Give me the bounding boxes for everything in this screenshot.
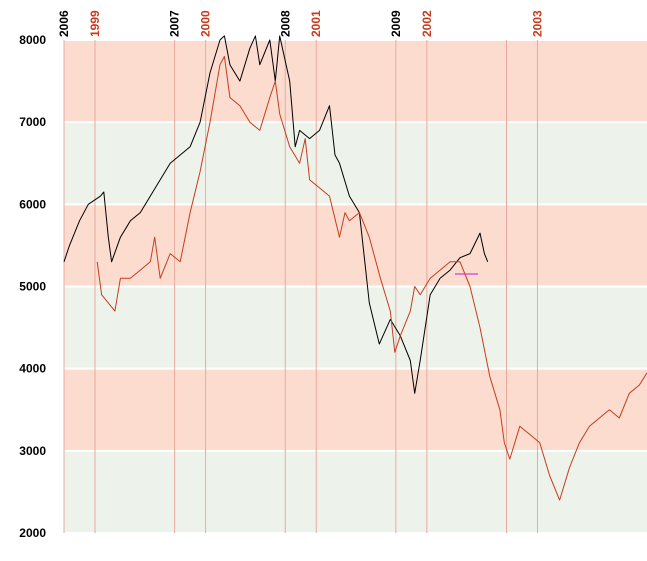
- y-tick-label: 7000: [19, 115, 46, 129]
- y-tick-label: 5000: [19, 280, 46, 294]
- band: [64, 204, 647, 287]
- band: [64, 368, 647, 451]
- x-tick-label: 2007: [168, 10, 182, 37]
- labels: 2000 3000 4000 5000 6000 7000 8000 2006 2007 2008…: [19, 10, 544, 540]
- band: [64, 450, 647, 533]
- band: [64, 286, 647, 369]
- band: [64, 40, 647, 123]
- x-tick-label: 2009: [389, 10, 403, 37]
- x-tick-label: 2006: [57, 10, 71, 37]
- y-tick-label: 4000: [19, 362, 46, 376]
- x-tick-label: 2008: [278, 10, 292, 37]
- band: [64, 122, 647, 205]
- series-line: [96, 55, 647, 501]
- y-tick-label: 8000: [19, 33, 46, 47]
- bands: [64, 40, 647, 533]
- x-tick-label: 1999: [88, 10, 102, 37]
- x-tick-label: 2002: [420, 10, 434, 37]
- grid: [63, 39, 647, 534]
- y-tick-label: 3000: [19, 444, 46, 458]
- lines: [63, 35, 647, 501]
- x-tick-label: 2003: [530, 10, 544, 37]
- y-tick-label: 2000: [19, 526, 46, 540]
- x-tick-label: 2001: [309, 10, 323, 37]
- y-tick-label: 6000: [19, 197, 46, 211]
- x-tick-label: 2000: [199, 10, 213, 37]
